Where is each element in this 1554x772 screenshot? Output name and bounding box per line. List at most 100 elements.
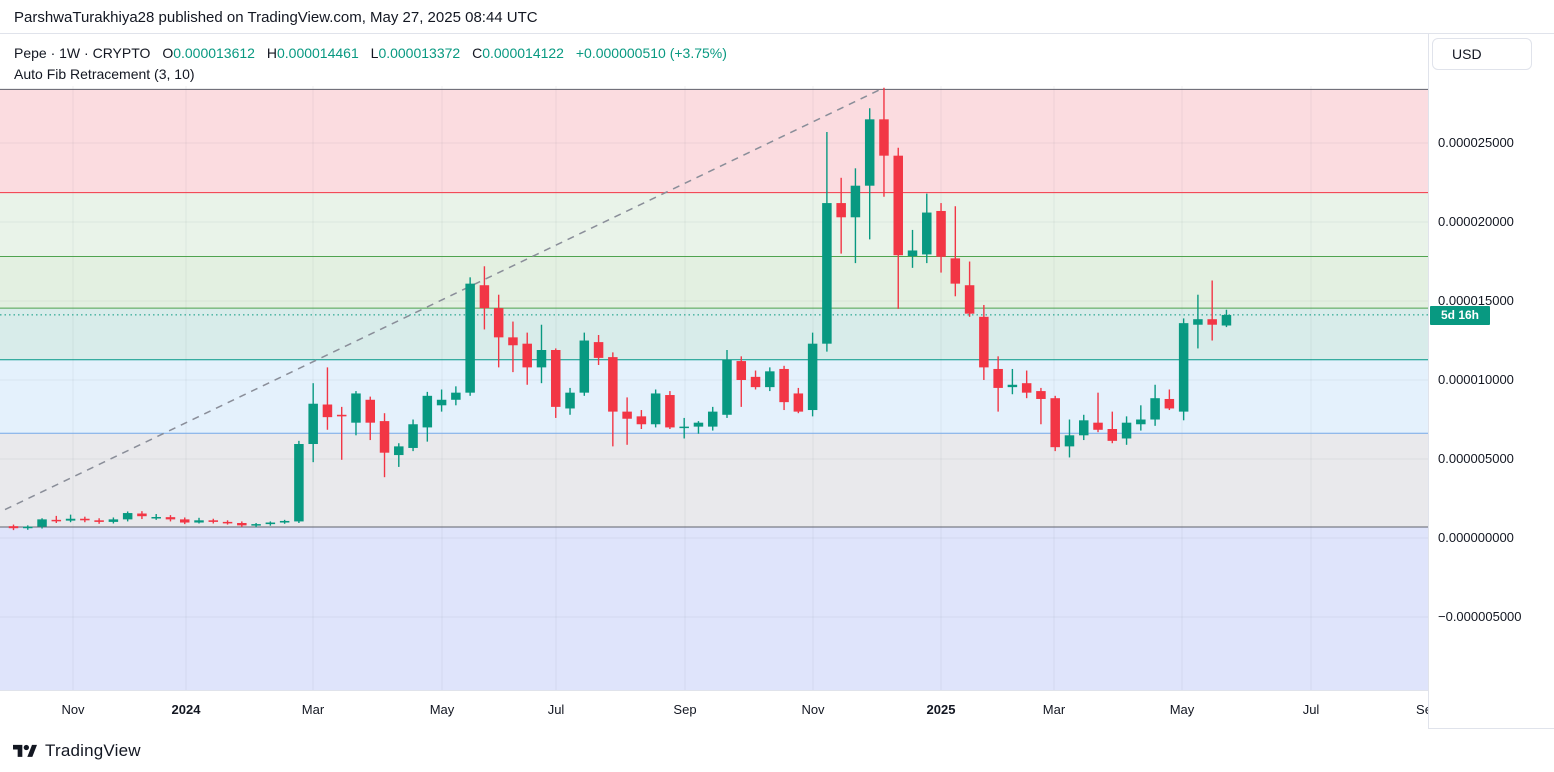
candle-body: [151, 516, 161, 519]
candle-body: [1036, 391, 1046, 399]
candle-body: [179, 519, 190, 523]
time-axis[interactable]: Nov 2024 Mar May Jul Sep Nov 2025 Mar May Jul Se: [0, 690, 1428, 729]
candle-body: [365, 399, 375, 423]
fib-band: [0, 89, 1428, 193]
candle-body: [80, 518, 90, 521]
time-tick-month: Jul: [547, 702, 565, 717]
fib-band: [0, 256, 1428, 309]
candle-body: [351, 393, 361, 423]
time-tick-month: Mar: [1042, 702, 1066, 717]
candle-body: [836, 203, 846, 218]
candle-body: [936, 210, 946, 257]
close-value: 0.000014122: [482, 45, 564, 61]
price-tick-label: 0.000025000: [1438, 135, 1514, 151]
time-tick-month: May: [1169, 702, 1195, 717]
symbol-title[interactable]: Pepe · 1W · CRYPTO: [14, 45, 151, 61]
candle-body: [579, 340, 590, 393]
time-tick-year: 2024: [171, 702, 201, 717]
candle-body: [1007, 384, 1018, 388]
candle-body: [451, 392, 461, 400]
candle-body: [922, 212, 932, 255]
candle-body: [979, 316, 989, 368]
candle-body: [879, 119, 889, 156]
candle-body: [94, 520, 104, 522]
fib-trendline[interactable]: [4, 87, 885, 511]
tradingview-logo-icon: [13, 744, 37, 757]
candle-body: [779, 368, 789, 403]
candle-body: [907, 250, 918, 256]
candle-body: [793, 393, 804, 412]
candle-body: [893, 155, 903, 256]
candle-body: [864, 119, 875, 186]
time-tick-month: May: [429, 702, 455, 717]
candle-body: [536, 350, 547, 368]
candle-body: [993, 368, 1003, 388]
candle-body: [693, 422, 704, 427]
candle-body: [108, 519, 119, 522]
candle-body: [1107, 428, 1118, 441]
candle-body: [1164, 398, 1175, 409]
candle-body: [636, 416, 647, 425]
price-tick-label: 0.000015000: [1438, 293, 1514, 309]
candle-body: [608, 357, 618, 412]
candle-body: [822, 203, 832, 344]
price-tick-label: 0.000020000: [1438, 214, 1514, 230]
candle-body: [37, 519, 47, 527]
fib-band: [0, 308, 1428, 360]
candle-body: [394, 446, 404, 456]
candle-body: [8, 526, 19, 529]
candle-body: [750, 376, 761, 388]
candle-body: [1207, 319, 1217, 325]
candle-body: [736, 361, 747, 381]
time-tick-month: Jul: [1302, 702, 1320, 717]
indicator-legend[interactable]: Auto Fib Retracement (3, 10): [14, 66, 195, 82]
tradingview-branding[interactable]: TradingView: [13, 741, 141, 761]
candle-body: [122, 513, 133, 520]
candle-body: [1150, 398, 1160, 420]
candle-body: [23, 526, 33, 529]
candle-body: [379, 421, 390, 453]
candle-body: [722, 359, 732, 415]
publish-attribution: ParshwaTurakhiya28 published on TradingV…: [14, 9, 538, 26]
candle-body: [251, 524, 261, 526]
price-axis[interactable]: 0.000025000 0.000020000 0.000015000 0.00001…: [1428, 34, 1554, 728]
candle-body: [65, 518, 76, 521]
candle-body: [679, 426, 689, 429]
candle-body: [964, 285, 975, 314]
candle-body: [565, 392, 575, 409]
change-value: +0.000000510 (+3.75%): [575, 45, 727, 61]
candle-body: [765, 371, 775, 388]
fib-band: [0, 192, 1428, 257]
time-tick-month: Se: [1416, 702, 1428, 717]
fib-band: [0, 526, 1428, 690]
candle-body: [850, 185, 861, 218]
candle-body: [1178, 323, 1189, 412]
low-value: 0.000013372: [378, 45, 461, 61]
candle-body: [1121, 422, 1132, 439]
candle-body: [1050, 398, 1060, 448]
candle-body: [1193, 319, 1203, 325]
tradingview-logo-text: TradingView: [45, 741, 141, 760]
candle-body: [137, 513, 147, 517]
candle-body: [493, 308, 504, 338]
candle-body: [165, 517, 176, 520]
candle-body: [408, 424, 418, 448]
candle-body: [593, 342, 604, 358]
close-label: C: [472, 45, 483, 61]
candle-body: [665, 395, 675, 428]
candle-body: [465, 283, 475, 393]
candle-body: [650, 393, 661, 425]
candle-body: [1021, 383, 1032, 393]
bar-countdown-badge: 5d 16h: [1430, 305, 1490, 325]
candle-body: [436, 399, 447, 406]
candle-body: [279, 520, 290, 523]
time-tick-month: Mar: [301, 702, 325, 717]
currency-toggle-button[interactable]: USD: [1432, 38, 1532, 70]
candle-body: [479, 285, 490, 309]
price-tick-label: −0.000005000: [1438, 609, 1522, 624]
fib-band: [0, 433, 1428, 527]
price-chart-canvas[interactable]: [0, 86, 1428, 690]
candle-body: [551, 350, 561, 407]
candle-body: [707, 411, 718, 427]
high-label: H: [266, 45, 277, 61]
